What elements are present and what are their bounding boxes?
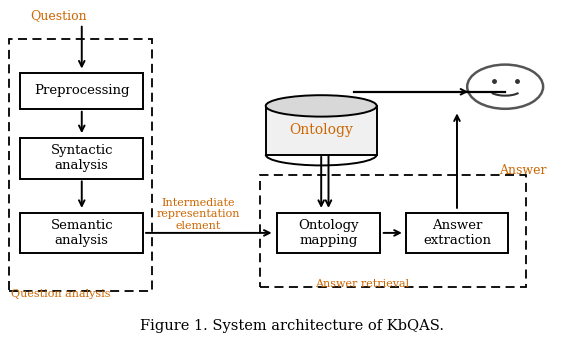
Text: Intermediate
representation
element: Intermediate representation element (157, 198, 240, 231)
Text: Question: Question (30, 9, 86, 22)
Bar (20, 212, 143, 253)
Text: Semantic
analysis: Semantic analysis (50, 219, 113, 247)
Text: Answer: Answer (499, 164, 547, 176)
Text: Answer
extraction: Answer extraction (423, 219, 491, 247)
Bar (277, 212, 380, 253)
Text: Syntactic
analysis: Syntactic analysis (50, 144, 113, 172)
Bar (260, 175, 526, 287)
Bar (9, 39, 152, 291)
Bar (266, 106, 377, 155)
Text: Preprocessing: Preprocessing (34, 84, 130, 98)
Text: Question analysis: Question analysis (11, 289, 110, 299)
Bar (406, 212, 508, 253)
Text: Ontology: Ontology (289, 123, 353, 137)
Text: Ontology
mapping: Ontology mapping (298, 219, 359, 247)
Ellipse shape (266, 95, 377, 117)
Text: Figure 1. System architecture of KbQAS.: Figure 1. System architecture of KbQAS. (140, 319, 444, 334)
Bar (20, 73, 143, 109)
Text: Answer retrieval: Answer retrieval (315, 279, 409, 289)
Bar (20, 138, 143, 178)
